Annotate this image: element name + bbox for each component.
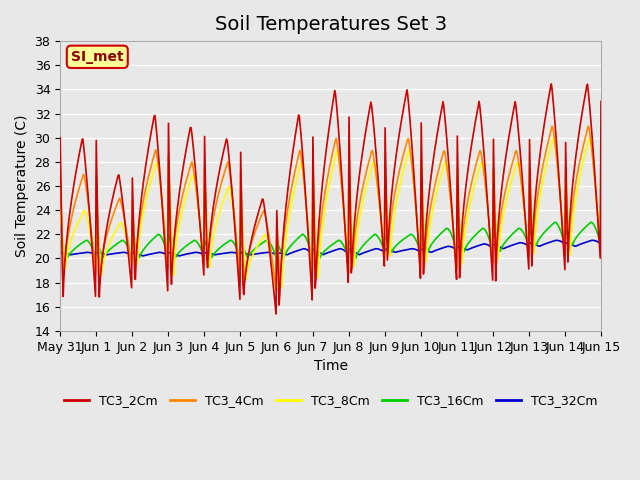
X-axis label: Time: Time <box>314 359 348 373</box>
Title: Soil Temperatures Set 3: Soil Temperatures Set 3 <box>214 15 447 34</box>
Legend: TC3_2Cm, TC3_4Cm, TC3_8Cm, TC3_16Cm, TC3_32Cm: TC3_2Cm, TC3_4Cm, TC3_8Cm, TC3_16Cm, TC3… <box>59 389 603 412</box>
Text: SI_met: SI_met <box>71 50 124 64</box>
Y-axis label: Soil Temperature (C): Soil Temperature (C) <box>15 115 29 257</box>
